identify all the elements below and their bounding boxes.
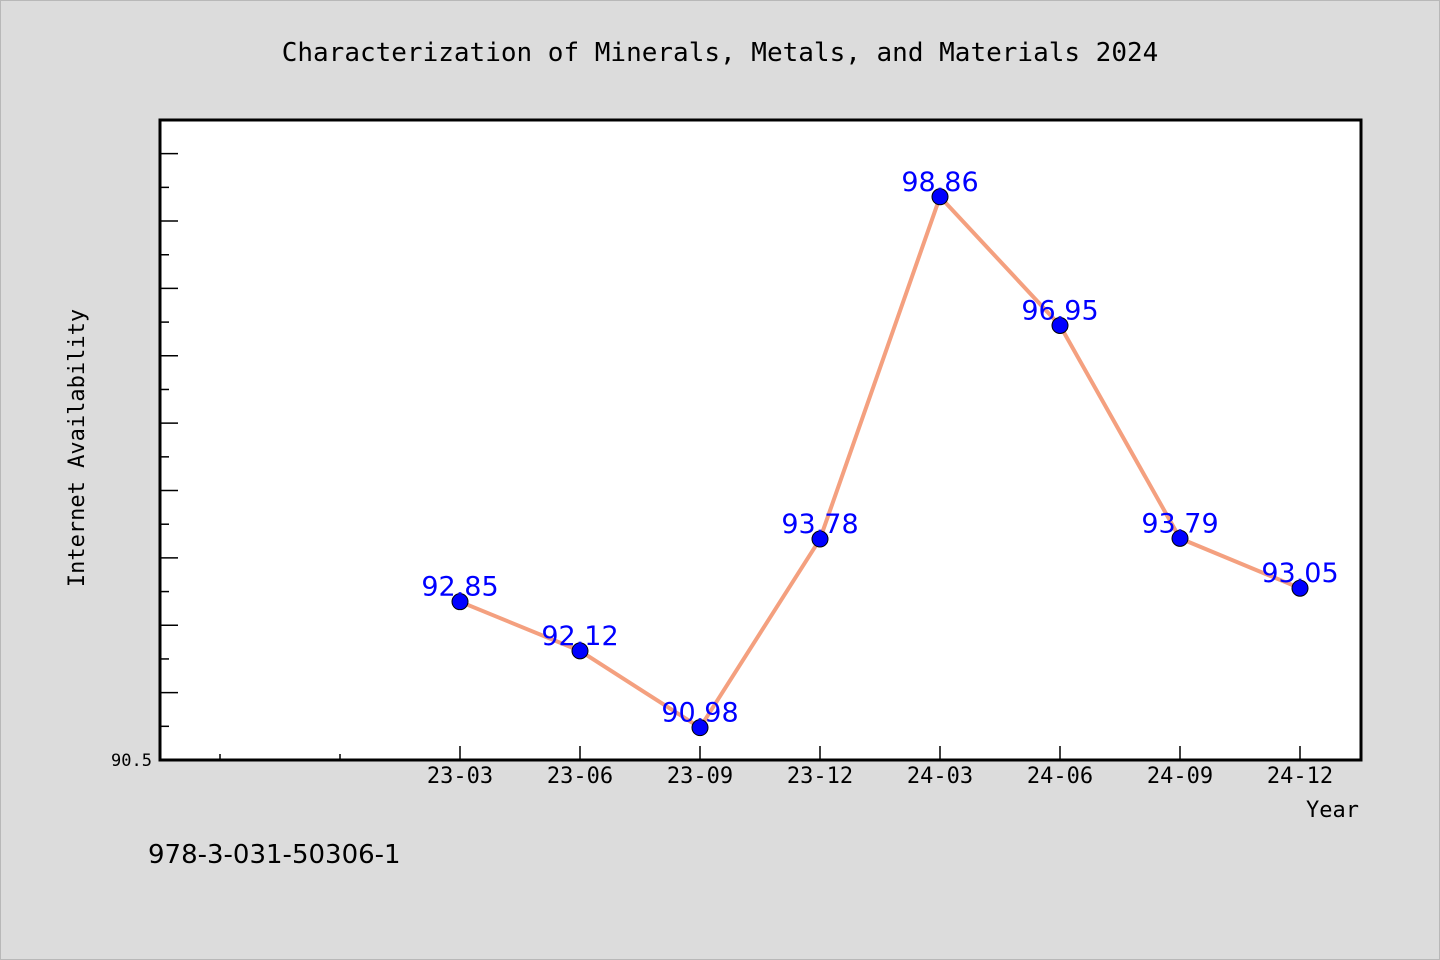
y-tick-label: 90.5: [111, 751, 152, 771]
series-line: [459, 194, 1301, 730]
plot-area: [158, 118, 1363, 762]
data-label: 90.98: [661, 698, 738, 729]
x-tick-label: 24-12: [1267, 764, 1333, 789]
x-tick-label: 23-09: [667, 764, 733, 789]
data-point: [1051, 316, 1069, 334]
data-point: [1291, 579, 1309, 597]
data-point: [931, 188, 949, 206]
data-point: [691, 719, 709, 737]
data-label: 93.79: [1141, 508, 1218, 539]
chart-title: Characterization of Minerals, Metals, an…: [282, 38, 1159, 68]
x-tick-labels: 23-03 23-06 23-09 23-12 24-03 24-06 24-09 24-12: [427, 764, 1333, 789]
data-label: 92.85: [421, 572, 498, 603]
data-point: [1171, 529, 1189, 547]
data-point: [451, 593, 469, 611]
data-labels: 92.85 92.12 90.98 93.78 98.86 96.95 93.79 93.05: [421, 167, 1338, 729]
x-axis-ticks: [219, 746, 1301, 760]
x-tick-label: 24-03: [907, 764, 973, 789]
x-tick-label: 23-12: [787, 764, 853, 789]
x-tick-label: 24-09: [1147, 764, 1213, 789]
data-label: 98.86: [901, 167, 978, 198]
x-tick-label: 24-06: [1027, 764, 1093, 789]
x-tick-label: 23-06: [547, 764, 613, 789]
x-axis-label: Year: [1306, 798, 1359, 823]
x-tick-label: 23-03: [427, 764, 493, 789]
isbn-text: 978-3-031-50306-1: [148, 840, 401, 870]
data-label: 93.05: [1261, 558, 1338, 589]
y-axis-label: Internet Availability: [65, 309, 90, 587]
y-axis-ticks: [160, 119, 178, 761]
data-label: 96.95: [1021, 295, 1098, 326]
series-markers: [451, 188, 1309, 737]
data-point: [571, 642, 589, 660]
data-label: 93.78: [781, 509, 858, 540]
data-label: 92.12: [541, 621, 618, 652]
data-point: [811, 530, 829, 548]
